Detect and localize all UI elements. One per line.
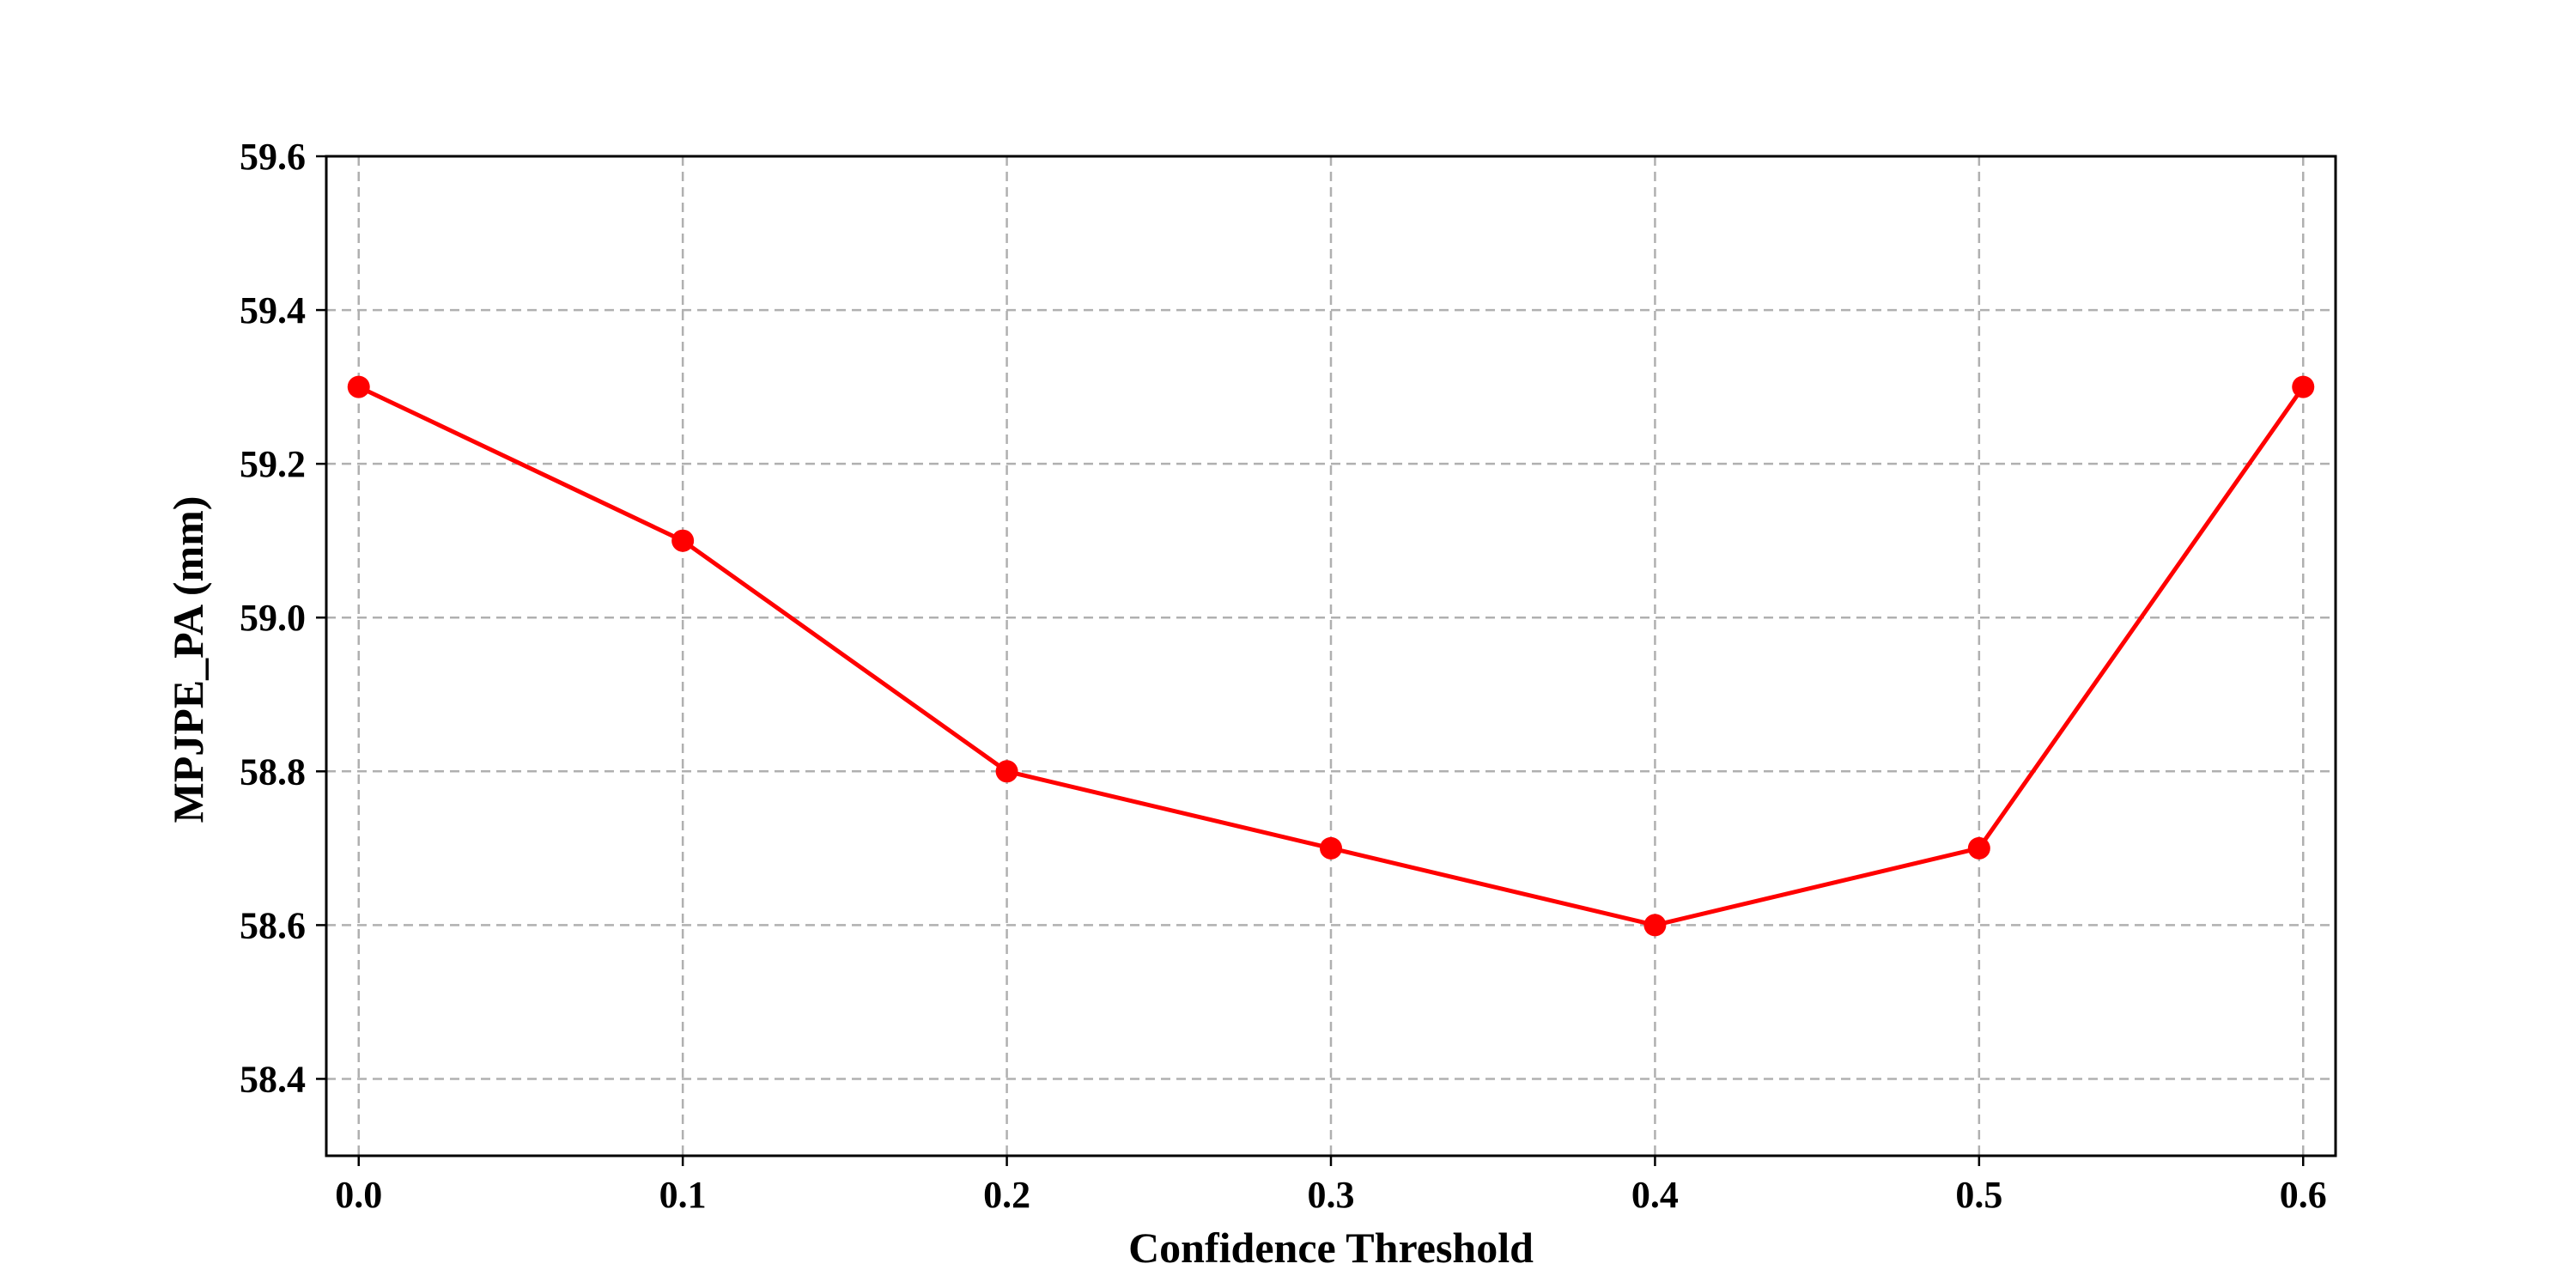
x-tick-label: 0.4	[1631, 1174, 1679, 1216]
y-tick-label: 59.6	[240, 136, 306, 178]
x-tick-label: 0.6	[2280, 1174, 2327, 1216]
x-tick-label: 0.5	[1955, 1174, 2002, 1216]
y-tick-label: 59.2	[240, 443, 306, 485]
x-tick-label: 0.1	[659, 1174, 707, 1216]
data-point	[1643, 914, 1667, 937]
y-axis-ticks: 58.4 58.6 58.8 59.0 59.2 59.4 59.6	[240, 136, 326, 1100]
grid	[326, 155, 2336, 1156]
x-tick-label: 0.3	[1308, 1174, 1355, 1216]
y-tick-label: 59.4	[240, 289, 306, 331]
data-point	[347, 375, 370, 398]
y-tick-label: 58.6	[240, 904, 306, 946]
data-series	[347, 375, 2315, 937]
y-tick-label: 59.0	[240, 597, 306, 639]
y-tick-label: 58.4	[240, 1058, 306, 1100]
x-axis-ticks: 0.0 0.1 0.2 0.3 0.4 0.5 0.6	[335, 1156, 2327, 1216]
x-axis-title: Confidence Threshold	[1128, 1224, 1534, 1272]
x-tick-label: 0.2	[983, 1174, 1030, 1216]
y-tick-label: 58.8	[240, 750, 306, 793]
y-axis-title: MPJPE_PA (mm)	[164, 496, 212, 823]
x-tick-label: 0.0	[335, 1174, 382, 1216]
data-point	[1320, 836, 1342, 860]
data-point	[995, 760, 1018, 783]
data-point	[671, 529, 695, 552]
data-point	[2292, 375, 2315, 398]
data-point	[1967, 836, 1990, 860]
